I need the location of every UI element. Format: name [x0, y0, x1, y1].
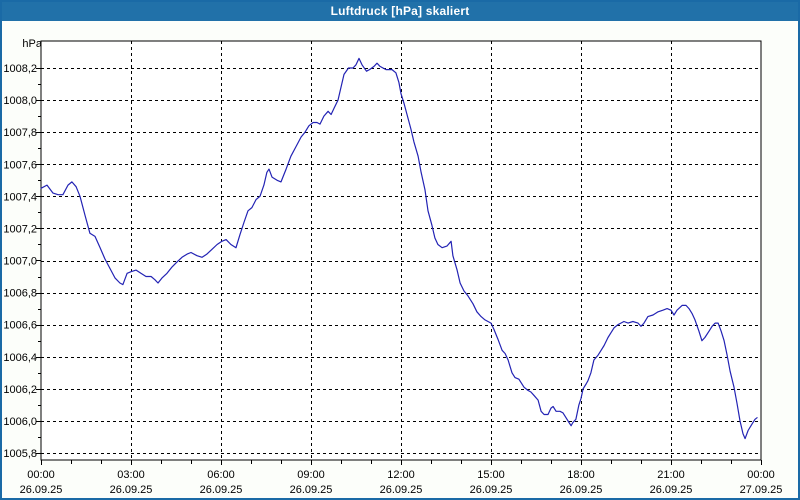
- svg-text:26.09.25: 26.09.25: [200, 484, 243, 496]
- window-titlebar: Luftdruck [hPa] skaliert: [2, 2, 798, 21]
- pressure-line: [40, 57, 758, 440]
- svg-text:03:00: 03:00: [117, 469, 145, 481]
- window-title: Luftdruck [hPa] skaliert: [330, 4, 470, 18]
- x-gridlines: [131, 41, 672, 460]
- y-tick-labels: 1005,8 1006,0 1006,2 1006,4 1006,6 1006,8 1007…: [3, 63, 37, 460]
- svg-text:1007,8: 1007,8: [3, 127, 37, 139]
- svg-text:26.09.25: 26.09.25: [470, 484, 513, 496]
- y-axis-unit-label: hPa: [22, 38, 42, 50]
- svg-text:1007,0: 1007,0: [3, 256, 37, 268]
- svg-text:06:00: 06:00: [207, 469, 235, 481]
- svg-text:27.09.25: 27.09.25: [740, 484, 783, 496]
- svg-text:1007,6: 1007,6: [3, 159, 37, 171]
- svg-text:26.09.25: 26.09.25: [20, 484, 63, 496]
- x-axis-ticks: [41, 460, 762, 465]
- svg-text:26.09.25: 26.09.25: [110, 484, 153, 496]
- svg-text:1008,2: 1008,2: [3, 63, 37, 75]
- svg-text:1008,0: 1008,0: [3, 95, 37, 107]
- svg-text:26.09.25: 26.09.25: [560, 484, 603, 496]
- svg-text:26.09.25: 26.09.25: [650, 484, 693, 496]
- svg-text:1006,0: 1006,0: [3, 416, 37, 428]
- svg-text:1007,2: 1007,2: [3, 223, 37, 235]
- svg-text:18:00: 18:00: [567, 469, 595, 481]
- svg-text:26.09.25: 26.09.25: [290, 484, 333, 496]
- svg-text:15:00: 15:00: [477, 469, 505, 481]
- svg-text:00:00: 00:00: [747, 469, 775, 481]
- svg-text:1006,8: 1006,8: [3, 288, 37, 300]
- svg-text:1006,2: 1006,2: [3, 384, 37, 396]
- svg-text:1006,6: 1006,6: [3, 320, 37, 332]
- svg-text:12:00: 12:00: [387, 469, 415, 481]
- svg-text:21:00: 21:00: [657, 469, 685, 481]
- svg-text:1007,4: 1007,4: [3, 191, 37, 203]
- y-axis-ticks: [36, 68, 41, 454]
- svg-text:00:00: 00:00: [27, 469, 55, 481]
- svg-text:1006,4: 1006,4: [3, 352, 37, 364]
- x-tick-labels: 00:00 26.09.25 03:00 26.09.25 06:00 26.09.25 0…: [20, 469, 783, 496]
- svg-text:26.09.25: 26.09.25: [380, 484, 423, 496]
- svg-text:1005,8: 1005,8: [3, 448, 37, 460]
- svg-text:09:00: 09:00: [297, 469, 325, 481]
